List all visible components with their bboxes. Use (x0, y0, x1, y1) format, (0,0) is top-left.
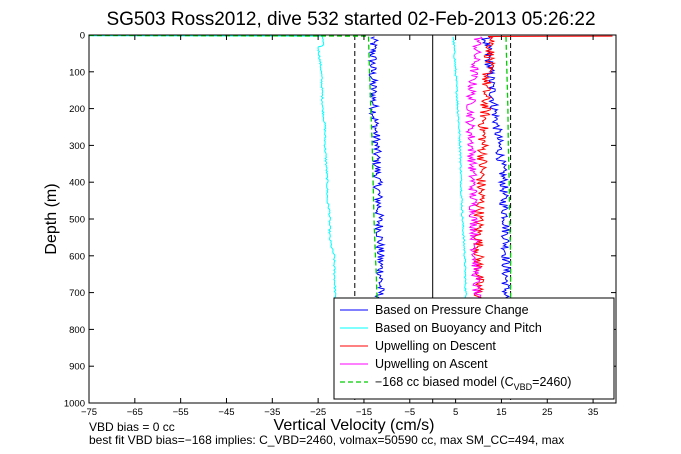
x-axis-label: Vertical Velocity (cm/s) (274, 417, 435, 434)
legend-label-model: −168 cc biased model (CVBD=2460) (375, 375, 571, 392)
x-tick-label: −5 (404, 407, 415, 418)
y-axis-label: Depth (m) (43, 183, 60, 254)
y-axis-ticks: 0 100 200 300 400 500 600 700 800 900 1000 (64, 31, 616, 410)
y-tick-label: 800 (69, 325, 85, 336)
x-tick-label: −35 (264, 407, 280, 418)
x-tick-label: 35 (588, 407, 599, 418)
legend-label-model-tail: =2460) (532, 375, 571, 389)
series-layer (88, 34, 613, 301)
x-tick-label: −15 (356, 407, 372, 418)
x-tick-label: 5 (453, 407, 458, 418)
x-tick-label: −75 (81, 407, 97, 418)
x-tick-label: 25 (542, 407, 553, 418)
series-line-buoyancy-descent (89, 35, 337, 301)
y-tick-label: 600 (69, 251, 85, 262)
y-tick-label: 400 (69, 178, 85, 189)
series-line-upwelling-descent (472, 35, 613, 301)
legend-box (333, 297, 615, 400)
series-line-upwelling-ascent (464, 36, 484, 301)
y-tick-label: 100 (69, 67, 85, 78)
y-tick-label: 0 (80, 31, 85, 42)
footer-line-2: best fit VBD bias=−168 implies: C_VBD=24… (89, 433, 565, 447)
legend-label-pressure: Based on Pressure Change (375, 303, 529, 317)
x-tick-label: −65 (127, 407, 143, 418)
legend-label-ascent: Upwelling on Ascent (375, 357, 488, 371)
x-tick-label: −45 (218, 407, 234, 418)
legend-label-model-main: −168 cc biased model (C (375, 375, 514, 389)
series-line-model-ascent (505, 36, 512, 300)
x-tick-label: −55 (173, 407, 189, 418)
y-tick-label: 700 (69, 288, 85, 299)
legend-label-model-sub: VBD (514, 382, 533, 392)
x-tick-label: 15 (496, 407, 507, 418)
y-tick-label: 300 (69, 141, 85, 152)
legend-label-buoyancy: Based on Buoyancy and Pitch (375, 321, 542, 335)
footer-line-1: VBD bias = 0 cc (89, 420, 175, 434)
x-axis-ticks: −75 −65 −55 −45 −35 −25 −15 −5 5 15 25 35 (81, 35, 598, 418)
series-line-pressure-descent (367, 36, 386, 301)
y-tick-label: 500 (69, 215, 85, 226)
x-tick-label: −25 (310, 407, 326, 418)
y-tick-label: 1000 (64, 399, 85, 410)
legend-label-descent: Upwelling on Descent (375, 339, 496, 353)
series-line-buoyancy-ascent (452, 36, 468, 301)
legend: Based on Pressure Change Based on Buoyan… (333, 297, 615, 400)
y-tick-label: 200 (69, 104, 85, 115)
series-line-model-descent (88, 34, 379, 301)
y-tick-label: 900 (69, 362, 85, 373)
chart-title: SG503 Ross2012, dive 532 started 02-Feb-… (106, 9, 595, 30)
